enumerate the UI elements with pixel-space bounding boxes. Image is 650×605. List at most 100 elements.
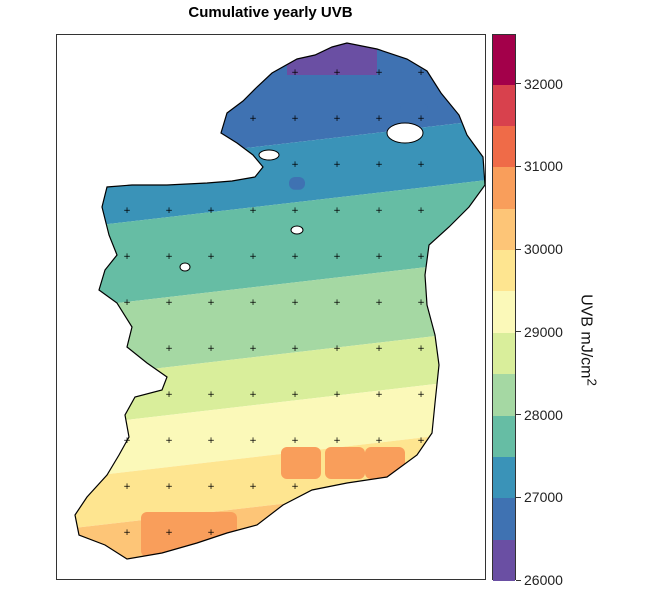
colorbar-segment — [493, 35, 515, 85]
colorbar-tick-label: 26000 — [524, 572, 563, 588]
grid-point-marker: + — [417, 160, 425, 170]
colorbar-tick — [516, 331, 521, 333]
colorbar-segment — [493, 208, 515, 251]
grid-point-marker: + — [333, 252, 341, 262]
uvb-band — [75, 378, 485, 480]
map-title: Cumulative yearly UVB — [188, 4, 353, 21]
coastline — [74, 42, 485, 560]
colorbar-tick-label: 31000 — [524, 158, 563, 175]
grid-point-marker: + — [375, 390, 383, 400]
grid-point-marker: + — [417, 436, 425, 446]
grid-point-marker: + — [165, 528, 173, 538]
grid-point-marker: + — [249, 436, 257, 446]
grid-point-marker: + — [333, 436, 341, 446]
grid-point-marker: + — [333, 390, 341, 400]
grid-point-marker: + — [165, 436, 173, 446]
colorbar-segment — [493, 126, 515, 168]
colorbar-segment — [493, 415, 515, 457]
grid-point-marker: + — [333, 114, 341, 124]
grid-point-marker: + — [249, 344, 257, 354]
uvb-cell — [287, 43, 377, 75]
grid-point-marker: + — [123, 252, 131, 262]
grid-point-marker: + — [165, 344, 173, 354]
grid-point-marker: + — [249, 206, 257, 216]
colorbar-tick — [516, 165, 521, 167]
colorbar — [492, 34, 516, 581]
grid-point-marker: + — [375, 436, 383, 446]
grid-point-marker: + — [249, 298, 257, 308]
grid-point-marker: + — [123, 482, 131, 492]
colorbar-tick-label: 30000 — [524, 241, 563, 258]
colorbar-segment — [493, 291, 515, 333]
grid-point-marker: + — [165, 252, 173, 262]
grid-point-marker: + — [417, 344, 425, 354]
grid-point-marker: + — [417, 298, 425, 308]
colorbar-segment — [493, 167, 515, 209]
grid-point-marker: + — [207, 252, 215, 262]
colorbar-segment — [493, 498, 515, 540]
lake — [290, 225, 304, 235]
grid-point-marker: + — [165, 482, 173, 492]
grid-point-marker: + — [165, 298, 173, 308]
colorbar-tick — [516, 83, 521, 85]
grid-point-marker: + — [291, 68, 299, 78]
grid-point-marker: + — [207, 298, 215, 308]
grid-point-marker: + — [375, 252, 383, 262]
grid-point-marker: + — [375, 206, 383, 216]
colorbar-tick-label: 28000 — [524, 406, 563, 423]
grid-point-marker: + — [375, 68, 383, 78]
colorbar-title: UVB mJ/cm2 — [577, 294, 600, 386]
colorbar-tick — [516, 496, 521, 498]
grid-point-marker: + — [207, 390, 215, 400]
grid-point-marker: + — [123, 298, 131, 308]
colorbar-segment — [493, 539, 515, 581]
grid-point-marker: + — [207, 482, 215, 492]
uvb-hotspot — [325, 447, 365, 479]
grid-point-marker: + — [291, 160, 299, 170]
grid-point-marker: + — [291, 114, 299, 124]
lake — [386, 122, 424, 144]
uvb-hotspot — [289, 177, 305, 190]
grid-point-marker: + — [207, 528, 215, 538]
grid-point-marker: + — [333, 160, 341, 170]
grid-point-marker: + — [291, 206, 299, 216]
grid-point-marker: + — [207, 436, 215, 446]
colorbar-tick-label: 32000 — [524, 75, 563, 92]
grid-point-marker: + — [291, 298, 299, 308]
grid-point-marker: + — [333, 206, 341, 216]
grid-point-marker: + — [417, 206, 425, 216]
grid-point-marker: + — [291, 436, 299, 446]
colorbar-tick — [516, 248, 521, 250]
grid-point-marker: + — [291, 390, 299, 400]
grid-point-marker: + — [291, 482, 299, 492]
grid-point-marker: + — [249, 390, 257, 400]
grid-point-marker: + — [417, 390, 425, 400]
colorbar-tick-label: 27000 — [524, 489, 563, 506]
grid-point-marker: + — [417, 68, 425, 78]
colorbar-segment — [493, 374, 515, 416]
colorbar-tick — [516, 579, 521, 581]
uvb-band — [75, 180, 485, 310]
uvb-hotspot — [281, 447, 321, 479]
uvb-band — [75, 120, 485, 230]
grid-point-marker: + — [333, 68, 341, 78]
uvb-hotspot — [365, 447, 405, 479]
uvb-hotspot — [400, 103, 428, 126]
grid-point-marker: + — [333, 344, 341, 354]
grid-point-marker: + — [375, 298, 383, 308]
grid-point-marker: + — [417, 114, 425, 124]
lake — [179, 262, 191, 272]
map-panel: + + + + + + + + + + + + + + + + + + + + + + + + + + + + + + + + + + + + + + + +… — [56, 34, 486, 580]
grid-point-marker: + — [417, 252, 425, 262]
grid-point-marker: + — [249, 114, 257, 124]
grid-point-marker: + — [291, 344, 299, 354]
colorbar-tick — [516, 414, 521, 416]
grid-point-marker: + — [249, 482, 257, 492]
grid-point-marker: + — [333, 298, 341, 308]
grid-point-marker: + — [249, 252, 257, 262]
grid-point-marker: + — [375, 114, 383, 124]
uvb-map: + + + + + + + + + + + + + + + + + + + + + + + + + + + + + + + + + + + + + + + +… — [74, 42, 485, 560]
lake — [258, 149, 280, 161]
uvb-band — [75, 330, 485, 428]
colorbar-segment — [493, 456, 515, 499]
